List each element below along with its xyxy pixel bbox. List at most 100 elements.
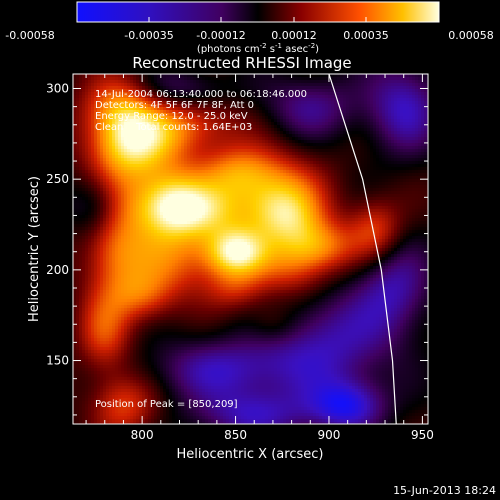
heatmap-cell — [130, 152, 134, 156]
heatmap-cell — [103, 203, 107, 207]
heatmap-cell — [142, 371, 146, 375]
heatmap-cell — [163, 203, 167, 207]
heatmap-cell — [103, 137, 107, 141]
heatmap-cell — [196, 368, 200, 372]
heatmap-cell — [139, 329, 143, 333]
heatmap-cell — [76, 398, 80, 402]
heatmap-cell — [190, 326, 194, 330]
heatmap-cell — [133, 404, 137, 408]
heatmap-cell — [73, 401, 77, 405]
heatmap-cell — [112, 320, 116, 324]
heatmap-cell — [160, 200, 164, 204]
heatmap-cell — [85, 98, 89, 102]
heatmap-cell — [97, 248, 101, 252]
heatmap-cell — [97, 176, 101, 180]
heatmap-cell — [163, 344, 167, 348]
heatmap-cell — [130, 110, 134, 114]
heatmap-cell — [136, 278, 140, 282]
heatmap-cell — [160, 335, 164, 339]
heatmap-cell — [124, 293, 128, 297]
heatmap-cell — [130, 200, 134, 204]
heatmap-cell — [118, 83, 122, 87]
heatmap-cell — [154, 185, 158, 189]
heatmap-cell — [109, 341, 113, 345]
heatmap-cell — [151, 140, 155, 144]
heatmap-cell — [142, 380, 146, 384]
heatmap-cell — [193, 329, 197, 333]
heatmap-cell — [178, 188, 182, 192]
heatmap-cell — [163, 95, 167, 99]
heatmap-cell — [127, 377, 131, 381]
heatmap-cell — [172, 407, 176, 411]
heatmap-cell — [136, 194, 140, 198]
heatmap-cell — [169, 110, 173, 114]
heatmap-cell — [196, 317, 200, 321]
heatmap-cell — [97, 314, 101, 318]
heatmap-cell — [103, 173, 107, 177]
heatmap-cell — [160, 179, 164, 183]
heatmap-cell — [85, 365, 89, 369]
heatmap-cell — [112, 149, 116, 153]
heatmap-cell — [88, 191, 92, 195]
heatmap-cell — [97, 353, 101, 357]
heatmap-cell — [112, 95, 116, 99]
heatmap-cell — [142, 341, 146, 345]
heatmap-cell — [169, 323, 173, 327]
heatmap-cell — [145, 155, 149, 159]
heatmap-cell — [157, 338, 161, 342]
heatmap-cell — [85, 386, 89, 390]
heatmap-cell — [193, 179, 197, 183]
heatmap-cell — [190, 188, 194, 192]
heatmap-cell — [127, 269, 131, 273]
heatmap-cell — [136, 326, 140, 330]
heatmap-cell — [133, 170, 137, 174]
heatmap-cell — [82, 242, 86, 246]
heatmap-cell — [169, 401, 173, 405]
heatmap-cell — [97, 215, 101, 219]
heatmap-cell — [121, 278, 125, 282]
heatmap-cell — [85, 149, 89, 153]
heatmap-cell — [118, 167, 122, 171]
heatmap-cell — [181, 164, 185, 168]
heatmap-cell — [94, 245, 98, 249]
heatmap-cell — [169, 188, 173, 192]
heatmap-cell — [163, 98, 167, 102]
heatmap-cell — [142, 356, 146, 360]
heatmap-cell — [190, 218, 194, 222]
heatmap-cell — [196, 146, 200, 150]
heatmap-cell — [175, 356, 179, 360]
heatmap-cell — [190, 128, 194, 132]
heatmap-cell — [121, 353, 125, 357]
heatmap-cell — [139, 107, 143, 111]
heatmap-cell — [94, 269, 98, 273]
heatmap-cell — [184, 92, 188, 96]
heatmap-cell — [151, 401, 155, 405]
heatmap-cell — [160, 365, 164, 369]
heatmap-cell — [190, 260, 194, 264]
heatmap-cell — [145, 329, 149, 333]
heatmap-cell — [100, 293, 104, 297]
heatmap-cell — [148, 236, 152, 240]
heatmap-cell — [124, 146, 128, 150]
heatmap-cell — [157, 302, 161, 306]
heatmap-cell — [145, 167, 149, 171]
heatmap-cell — [193, 302, 197, 306]
heatmap-cell — [187, 206, 191, 210]
heatmap-cell — [136, 170, 140, 174]
heatmap-cell — [169, 77, 173, 81]
heatmap-cell — [94, 272, 98, 276]
heatmap-cell — [160, 236, 164, 240]
heatmap-cell — [163, 326, 167, 330]
heatmap-cell — [82, 209, 86, 213]
heatmap-cell — [181, 101, 185, 105]
heatmap-cell — [127, 104, 131, 108]
heatmap-cell — [166, 146, 170, 150]
heatmap-cell — [145, 170, 149, 174]
heatmap-cell — [118, 341, 122, 345]
heatmap-cell — [79, 80, 83, 84]
heatmap-cell — [94, 278, 98, 282]
heatmap-cell — [79, 188, 83, 192]
heatmap-cell — [145, 362, 149, 366]
heatmap-cell — [187, 311, 191, 315]
heatmap-cell — [133, 341, 137, 345]
